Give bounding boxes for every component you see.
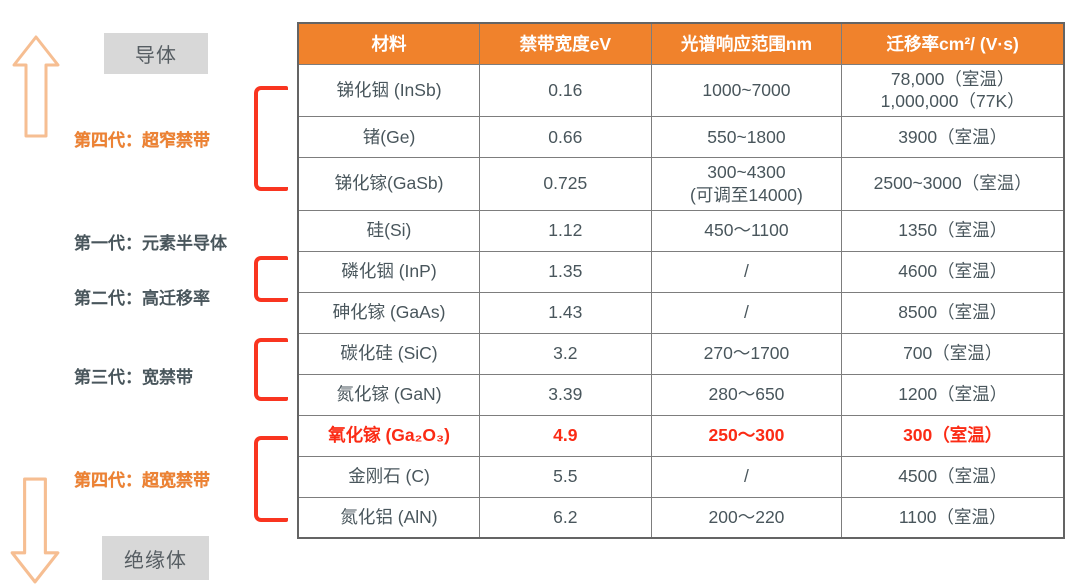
- materials-table-container: 材料 禁带宽度eV 光谱响应范围nm 迁移率cm²/ (V·s) 锑化铟 (In…: [297, 22, 1065, 539]
- table-row-si: 硅(Si) 1.12 450～1100 1350（室温）: [297, 209, 1065, 252]
- bracket-3rd-gen: [254, 338, 288, 401]
- cell-mobility: 4600（室温）: [841, 250, 1065, 293]
- cell-material: 锗(Ge): [297, 116, 481, 158]
- generation-label-4th-narrow: 第四代：超窄禁带: [74, 131, 210, 150]
- cell-spectral: /: [650, 291, 843, 334]
- cell-spectral: 270～1700: [650, 332, 843, 375]
- cell-spectral: 450～1100: [650, 209, 843, 252]
- down-arrow-icon: [9, 476, 61, 585]
- cell-mobility: 1100（室温）: [841, 496, 1065, 539]
- up-arrow-icon: [11, 34, 61, 139]
- table-row-sic: 碳化硅 (SiC) 3.2 270～1700 700（室温）: [297, 332, 1065, 375]
- generation-label-1st: 第一代：元素半导体: [74, 234, 227, 253]
- cell-bandgap: 0.66: [479, 116, 652, 158]
- table-row-inp: 磷化铟 (InP) 1.35 / 4600（室温）: [297, 250, 1065, 293]
- generation-label-4th-wide: 第四代：超宽禁带: [74, 471, 210, 490]
- cell-material: 金刚石 (C): [297, 455, 481, 498]
- conductor-label-box: 导体: [104, 33, 208, 74]
- cell-material: 碳化硅 (SiC): [297, 332, 481, 375]
- cell-material: 氧化镓 (Ga₂O₃): [297, 414, 481, 457]
- cell-material: 锑化镓(GaSb): [297, 157, 481, 211]
- table-row-gasb: 锑化镓(GaSb) 0.725 300~4300 (可调至14000) 2500…: [297, 157, 1065, 211]
- table-row-gaas: 砷化镓 (GaAs) 1.43 / 8500（室温）: [297, 291, 1065, 334]
- cell-material: 锑化铟 (InSb): [297, 63, 481, 117]
- cell-bandgap: 1.35: [479, 250, 652, 293]
- table-row-aln: 氮化铝 (AlN) 6.2 200～220 1100（室温）: [297, 496, 1065, 539]
- table-row-diamond: 金刚石 (C) 5.5 / 4500（室温）: [297, 455, 1065, 498]
- generation-label-2nd: 第二代：高迁移率: [74, 289, 210, 308]
- materials-table: 材料 禁带宽度eV 光谱响应范围nm 迁移率cm²/ (V·s) 锑化铟 (In…: [297, 22, 1065, 539]
- table-row-ga2o3-highlighted: 氧化镓 (Ga₂O₃) 4.9 250～300 300（室温）: [297, 414, 1065, 457]
- header-material: 材料: [297, 22, 481, 65]
- insulator-label: 绝缘体: [124, 549, 187, 572]
- table-row-insb: 锑化铟 (InSb) 0.16 1000~7000 78,000（室温） 1,0…: [297, 63, 1065, 117]
- cell-spectral: /: [650, 455, 843, 498]
- cell-spectral: 280～650: [650, 373, 843, 416]
- cell-mobility: 3900（室温）: [841, 116, 1065, 158]
- cell-spectral: 200～220: [650, 496, 843, 539]
- cell-spectral: 300~4300 (可调至14000): [650, 157, 843, 211]
- cell-bandgap: 6.2: [479, 496, 652, 539]
- cell-material: 硅(Si): [297, 209, 481, 252]
- cell-bandgap: 4.9: [479, 414, 652, 457]
- cell-material: 氮化镓 (GaN): [297, 373, 481, 416]
- bracket-2nd-gen: [254, 256, 288, 302]
- cell-bandgap: 5.5: [479, 455, 652, 498]
- generation-label-3rd: 第三代：宽禁带: [74, 368, 193, 387]
- header-bandgap: 禁带宽度eV: [479, 22, 652, 65]
- bracket-4th-gen-narrow: [254, 86, 288, 191]
- cell-mobility: 78,000（室温） 1,000,000（77K）: [841, 63, 1065, 117]
- cell-spectral: 550~1800: [650, 116, 843, 158]
- conductor-label: 导体: [135, 45, 177, 67]
- cell-mobility: 8500（室温）: [841, 291, 1065, 334]
- cell-material: 砷化镓 (GaAs): [297, 291, 481, 334]
- cell-mobility: 1350（室温）: [841, 209, 1065, 252]
- cell-spectral: 250～300: [650, 414, 843, 457]
- cell-mobility: 700（室温）: [841, 332, 1065, 375]
- cell-bandgap: 1.43: [479, 291, 652, 334]
- table-row-ge: 锗(Ge) 0.66 550~1800 3900（室温）: [297, 116, 1065, 158]
- cell-bandgap: 1.12: [479, 209, 652, 252]
- table-row-gan: 氮化镓 (GaN) 3.39 280～650 1200（室温）: [297, 373, 1065, 416]
- cell-spectral: 1000~7000: [650, 63, 843, 117]
- cell-mobility: 1200（室温）: [841, 373, 1065, 416]
- cell-bandgap: 3.39: [479, 373, 652, 416]
- cell-spectral: /: [650, 250, 843, 293]
- cell-mobility: 2500~3000（室温）: [841, 157, 1065, 211]
- table-header-row: 材料 禁带宽度eV 光谱响应范围nm 迁移率cm²/ (V·s): [297, 22, 1065, 65]
- cell-bandgap: 0.725: [479, 157, 652, 211]
- cell-mobility: 300（室温）: [841, 414, 1065, 457]
- header-spectral: 光谱响应范围nm: [650, 22, 843, 65]
- cell-material: 磷化铟 (InP): [297, 250, 481, 293]
- insulator-label-box: 绝缘体: [102, 536, 209, 580]
- cell-mobility: 4500（室温）: [841, 455, 1065, 498]
- bracket-4th-gen-wide: [254, 436, 288, 522]
- header-mobility: 迁移率cm²/ (V·s): [841, 22, 1065, 65]
- cell-bandgap: 0.16: [479, 63, 652, 117]
- cell-bandgap: 3.2: [479, 332, 652, 375]
- cell-material: 氮化铝 (AlN): [297, 496, 481, 539]
